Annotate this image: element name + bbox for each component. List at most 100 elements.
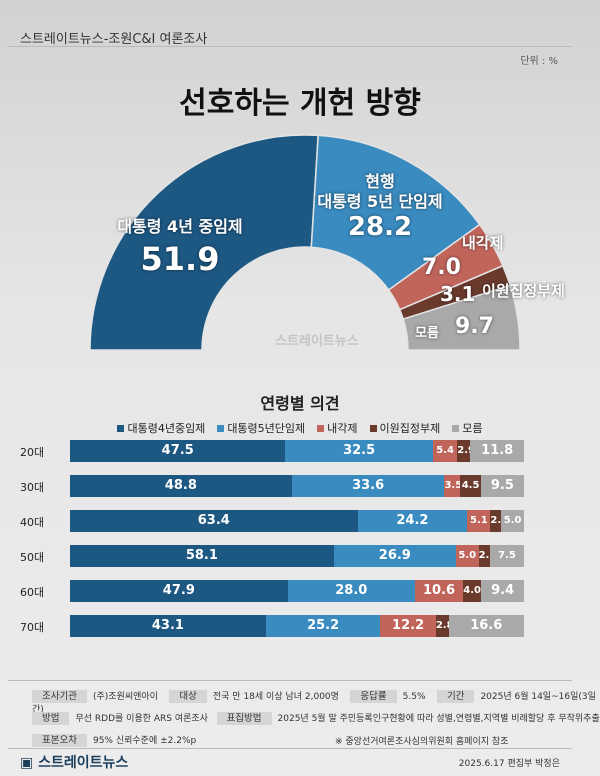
rate-label: 응답률 bbox=[350, 690, 397, 703]
bar-row: 60대 47.9 28.0 10.6 4.0 9.4 bbox=[20, 580, 530, 602]
bar-segment: 33.6 bbox=[291, 475, 445, 497]
age-label: 50대 bbox=[20, 551, 45, 564]
age-label: 30대 bbox=[20, 481, 45, 494]
bar-value: 2.4 bbox=[490, 515, 509, 526]
source-label: 스트레이트뉴스-조원C&I 여론조사 bbox=[20, 32, 208, 47]
legend-label: 내각제 bbox=[327, 422, 358, 435]
bar-value: 28.0 bbox=[335, 583, 368, 598]
bar-row: 20대 47.5 32.5 5.4 2.9 11.8 bbox=[20, 440, 530, 462]
legend-label: 모름 bbox=[462, 422, 483, 435]
bar-row: 30대 48.8 33.6 3.5 4.5 9.5 bbox=[20, 475, 530, 497]
rate: 5.5% bbox=[402, 692, 426, 702]
divider bbox=[8, 680, 572, 681]
legend-item: 대통령4년중임제 bbox=[117, 420, 205, 436]
watermark: 스트레이트뉴스 bbox=[275, 334, 359, 349]
legend-swatch bbox=[369, 425, 377, 432]
bar-value: 47.9 bbox=[162, 583, 195, 598]
bar-value: 5.1 bbox=[470, 515, 488, 526]
donut-value-0: 51.9 bbox=[140, 240, 220, 278]
bar-value: 11.8 bbox=[481, 443, 514, 458]
bar-value: 26.9 bbox=[378, 548, 411, 563]
footer-row-1: 조사기관 (주)조원씨앤아이 대상 전국 만 18세 이상 남녀 2,000명 응답… bbox=[32, 688, 600, 715]
divider bbox=[8, 748, 572, 749]
error-label: 표본오차 bbox=[32, 734, 87, 747]
bar-segment: 5.0 bbox=[455, 545, 479, 567]
legend-swatch bbox=[452, 425, 460, 432]
bar-value: 9.4 bbox=[491, 583, 515, 598]
bar-value: 2.9 bbox=[457, 445, 476, 456]
bar-segment: 9.5 bbox=[480, 475, 524, 497]
donut-label-4: 모름 bbox=[415, 326, 439, 341]
sampling-label: 표집방법 bbox=[216, 712, 272, 725]
bar-segment: 26.9 bbox=[333, 545, 456, 567]
legend-label: 대통령4년중임제 bbox=[127, 422, 206, 435]
semi-donut-chart bbox=[89, 134, 521, 351]
donut-slice-1 bbox=[310, 134, 481, 291]
bar-value: 33.6 bbox=[352, 478, 385, 493]
sampling: 2025년 5월 말 주민등록인구현황에 따라 성별,연령별,지역별 비례할당 … bbox=[277, 714, 600, 724]
age-label: 60대 bbox=[20, 586, 45, 599]
bar-value: 3.5 bbox=[444, 480, 463, 491]
bar-segment: 32.5 bbox=[285, 440, 433, 462]
bar-value: 16.6 bbox=[470, 618, 503, 633]
donut-label-3: 이원집정부제 bbox=[482, 282, 565, 300]
bar-value: 2.5 bbox=[478, 550, 497, 561]
bar-row: 50대 58.1 26.9 5.0 2.5 7.5 bbox=[20, 545, 530, 567]
legend-swatch bbox=[317, 425, 325, 432]
bar-segment: 9.4 bbox=[481, 580, 524, 602]
bar-value: 48.8 bbox=[164, 478, 197, 493]
target: 전국 만 18세 이상 남녀 2,000명 bbox=[212, 692, 339, 702]
bar-value: 47.5 bbox=[161, 443, 194, 458]
donut-value-1: 28.2 bbox=[347, 212, 413, 242]
bar-segment: 5.1 bbox=[467, 510, 491, 532]
method-label: 방법 bbox=[32, 712, 70, 725]
bar-value: 7.5 bbox=[498, 550, 516, 561]
age-label: 20대 bbox=[20, 446, 45, 459]
bar-segment: 16.6 bbox=[448, 615, 524, 637]
org: (주)조원씨앤아이 bbox=[92, 692, 158, 702]
bar-segment: 2.8 bbox=[435, 615, 454, 637]
bar-segment: 3.5 bbox=[444, 475, 463, 497]
bar-segment: 47.9 bbox=[70, 580, 288, 602]
logo: ▣ 스트레이트뉴스 bbox=[20, 755, 129, 771]
donut-label-0: 대통령 4년 중임제 bbox=[117, 217, 243, 236]
error: 95% 신뢰수준에 ±2.2%p bbox=[92, 736, 197, 746]
legend-item: 내각제 bbox=[317, 420, 358, 436]
footer-row-3: 표본오차 95% 신뢰수준에 ±2.2%p bbox=[32, 732, 197, 747]
donut-value-4: 9.7 bbox=[455, 314, 494, 339]
donut-slice-0 bbox=[89, 134, 319, 351]
bar-segment: 2.9 bbox=[457, 440, 476, 462]
bar-segment: 2.5 bbox=[478, 545, 497, 567]
legend-item: 대통령5년단임제 bbox=[217, 420, 305, 436]
bar-segment: 10.6 bbox=[414, 580, 464, 602]
bar-value: 12.2 bbox=[392, 618, 425, 633]
bar-value: 10.6 bbox=[422, 583, 456, 598]
age-label: 40대 bbox=[20, 516, 45, 529]
bar-value: 2.8 bbox=[435, 620, 454, 631]
target-label: 대상 bbox=[169, 690, 207, 703]
bar-row: 70대 43.1 25.2 12.2 2.8 16.6 bbox=[20, 615, 530, 637]
donut-value-2: 7.0 bbox=[422, 255, 461, 280]
donut-value-3: 3.1 bbox=[440, 282, 476, 306]
bar-segment: 24.2 bbox=[357, 510, 468, 532]
bar-segment: 48.8 bbox=[70, 475, 292, 497]
bar-segment: 11.8 bbox=[470, 440, 524, 462]
footer-row-2: 방법 무선 RDD를 이용한 ARS 여론조사 표집방법 2025년 5월 말 주민… bbox=[32, 710, 600, 725]
bar-segment: 25.2 bbox=[265, 615, 381, 637]
bar-value: 58.1 bbox=[185, 548, 218, 563]
legend-label: 대통령5년단임제 bbox=[227, 422, 306, 435]
donut-label-1a: 현행 bbox=[365, 172, 395, 191]
bar-value: 5.0 bbox=[503, 515, 522, 526]
period-label: 기간 bbox=[436, 690, 475, 703]
unit-label: 단위 : % bbox=[520, 56, 558, 67]
legend: 대통령4년중임제 대통령5년단임제 내각제 이원집정부제 모름 bbox=[0, 420, 600, 436]
bar-segment: 63.4 bbox=[70, 510, 358, 532]
method: 무선 RDD를 이용한 ARS 여론조사 bbox=[75, 714, 208, 724]
bar-value: 4.5 bbox=[461, 480, 480, 491]
bar-value: 5.4 bbox=[436, 445, 454, 456]
age-label: 70대 bbox=[20, 621, 45, 634]
bar-segment: 2.4 bbox=[490, 510, 509, 532]
bar-value: 24.2 bbox=[396, 513, 429, 528]
bar-value: 9.5 bbox=[490, 478, 514, 493]
legend-swatch bbox=[217, 425, 225, 432]
